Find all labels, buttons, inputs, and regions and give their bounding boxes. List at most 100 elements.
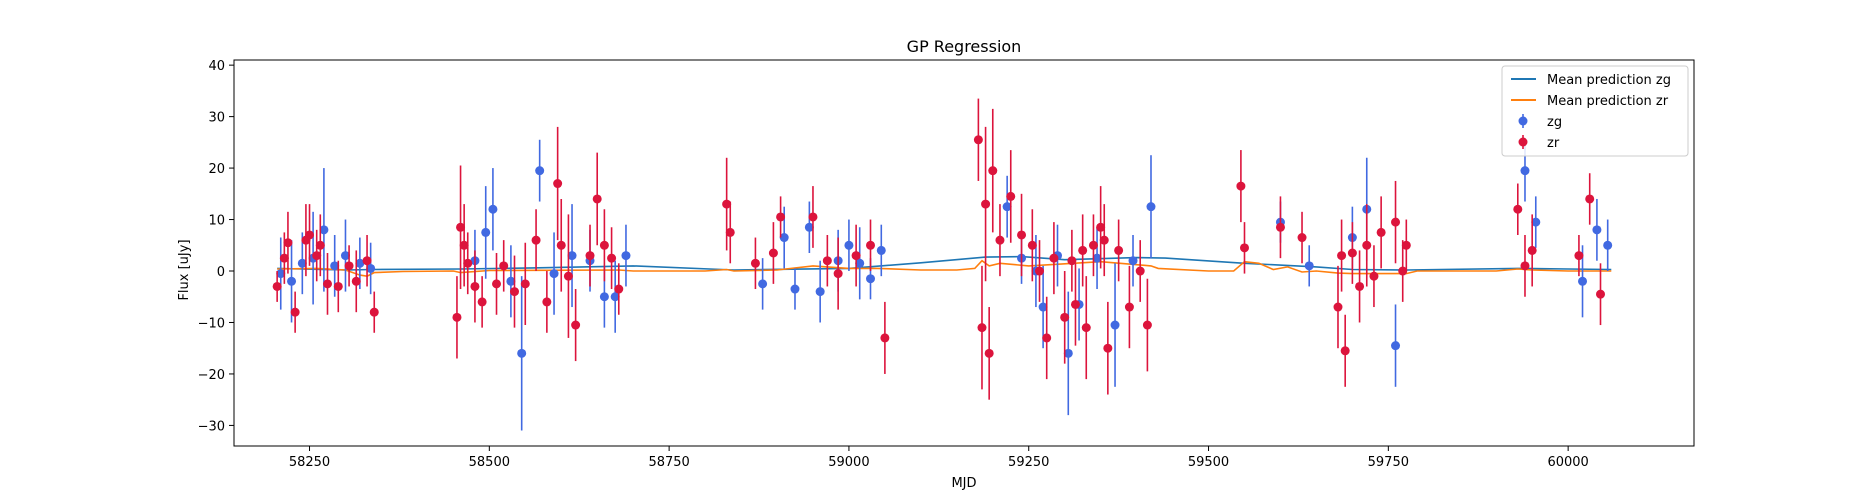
zr-marker bbox=[563, 271, 573, 281]
zr-marker bbox=[1049, 253, 1059, 263]
x-tick-label: 59750 bbox=[1368, 455, 1409, 470]
zg-point bbox=[567, 204, 577, 308]
zr-marker bbox=[1275, 222, 1285, 232]
zr-marker bbox=[1088, 240, 1098, 250]
zr-marker bbox=[1391, 217, 1401, 227]
zr-point bbox=[614, 263, 624, 315]
zr-point bbox=[1070, 263, 1080, 346]
zr-marker bbox=[1340, 346, 1350, 356]
zg-point bbox=[1110, 263, 1120, 387]
zg-point bbox=[1002, 175, 1012, 238]
zr-point bbox=[1049, 222, 1059, 295]
zr-marker bbox=[995, 235, 1005, 245]
zr-point bbox=[750, 237, 760, 290]
legend-label: Mean prediction zg bbox=[1547, 73, 1671, 88]
y-tick-label: −30 bbox=[198, 419, 225, 434]
zr-marker bbox=[531, 235, 541, 245]
zr-marker bbox=[290, 307, 300, 317]
zr-point bbox=[556, 198, 566, 292]
zr-marker bbox=[1067, 256, 1077, 266]
axes: 58250 58500 58750 59000 59250 59500 59750 60000… bbox=[198, 59, 1695, 470]
zr-point bbox=[492, 253, 502, 315]
zr-marker bbox=[477, 297, 487, 307]
zg-marker bbox=[506, 276, 516, 286]
zg-point bbox=[610, 260, 620, 333]
zr-point bbox=[459, 204, 469, 287]
legend-label: Mean prediction zr bbox=[1547, 94, 1669, 109]
zr-point bbox=[866, 219, 876, 272]
y-tick-label: 10 bbox=[208, 214, 225, 229]
zr-marker bbox=[1060, 312, 1070, 322]
legend-entry: zr bbox=[1518, 135, 1560, 151]
zr-marker bbox=[607, 253, 617, 263]
zr-point bbox=[1585, 173, 1595, 225]
zr-marker bbox=[988, 166, 998, 176]
zr-marker bbox=[351, 276, 361, 286]
zr-marker bbox=[981, 199, 991, 209]
x-tick-label: 58500 bbox=[469, 455, 510, 470]
zg-point bbox=[1603, 219, 1613, 272]
zr-point bbox=[290, 291, 300, 333]
zr-marker bbox=[1333, 302, 1343, 312]
zg-point bbox=[506, 245, 516, 318]
zg-marker bbox=[549, 269, 559, 279]
zr-point bbox=[509, 255, 519, 328]
zr-marker bbox=[456, 222, 466, 232]
zr-point bbox=[333, 260, 343, 313]
zr-marker bbox=[1081, 323, 1091, 333]
zg-marker bbox=[1092, 253, 1102, 263]
zr-point bbox=[851, 224, 861, 287]
zg-marker bbox=[488, 204, 498, 214]
zr-marker bbox=[833, 269, 843, 279]
zr-marker bbox=[499, 261, 509, 271]
zg-marker bbox=[876, 245, 886, 255]
zr-marker bbox=[1103, 343, 1113, 353]
zr-marker bbox=[463, 258, 473, 268]
zr-point bbox=[1596, 263, 1606, 326]
x-tick-label: 58250 bbox=[289, 455, 330, 470]
zg-marker bbox=[1531, 217, 1541, 227]
zr-marker bbox=[1401, 240, 1411, 250]
zr-point bbox=[880, 301, 890, 374]
zg-marker bbox=[330, 261, 340, 271]
zr-point bbox=[463, 232, 473, 295]
zr-point bbox=[1236, 150, 1246, 223]
zr-marker bbox=[977, 323, 987, 333]
y-axis-label: Flux [uJy] bbox=[177, 239, 192, 300]
zg-marker bbox=[804, 222, 814, 232]
zr-marker bbox=[322, 279, 332, 289]
zr-marker bbox=[722, 199, 732, 209]
zr-marker bbox=[1006, 191, 1016, 201]
zr-point bbox=[833, 237, 843, 310]
zg-point bbox=[319, 168, 329, 292]
zr-marker bbox=[1239, 243, 1249, 253]
zg-point bbox=[549, 232, 559, 315]
zg-point bbox=[621, 224, 631, 287]
zr-point bbox=[822, 234, 832, 287]
zr-point bbox=[592, 152, 602, 246]
zr-marker bbox=[509, 287, 519, 297]
zr-point bbox=[1391, 180, 1401, 264]
zr-point bbox=[499, 240, 509, 292]
x-tick-label: 59000 bbox=[828, 455, 869, 470]
zr-marker bbox=[866, 240, 876, 250]
zr-point bbox=[312, 229, 322, 282]
zr-marker bbox=[571, 320, 581, 330]
zr-marker bbox=[585, 251, 595, 261]
zg-marker bbox=[1038, 302, 1048, 312]
zr-point bbox=[973, 98, 983, 181]
zg-point bbox=[1063, 291, 1073, 416]
zg-marker bbox=[1128, 256, 1138, 266]
zr-point bbox=[1574, 234, 1584, 277]
zr-marker bbox=[272, 281, 282, 291]
zg-point bbox=[804, 201, 814, 253]
zg-point bbox=[1092, 227, 1102, 290]
zr-point bbox=[988, 108, 998, 233]
zr-marker bbox=[750, 258, 760, 268]
zr-marker bbox=[1114, 245, 1124, 255]
zr-point bbox=[531, 209, 541, 272]
zr-point bbox=[272, 271, 282, 302]
zr-point bbox=[520, 242, 530, 326]
zg-marker bbox=[1304, 261, 1314, 271]
zr-marker bbox=[1369, 271, 1379, 281]
